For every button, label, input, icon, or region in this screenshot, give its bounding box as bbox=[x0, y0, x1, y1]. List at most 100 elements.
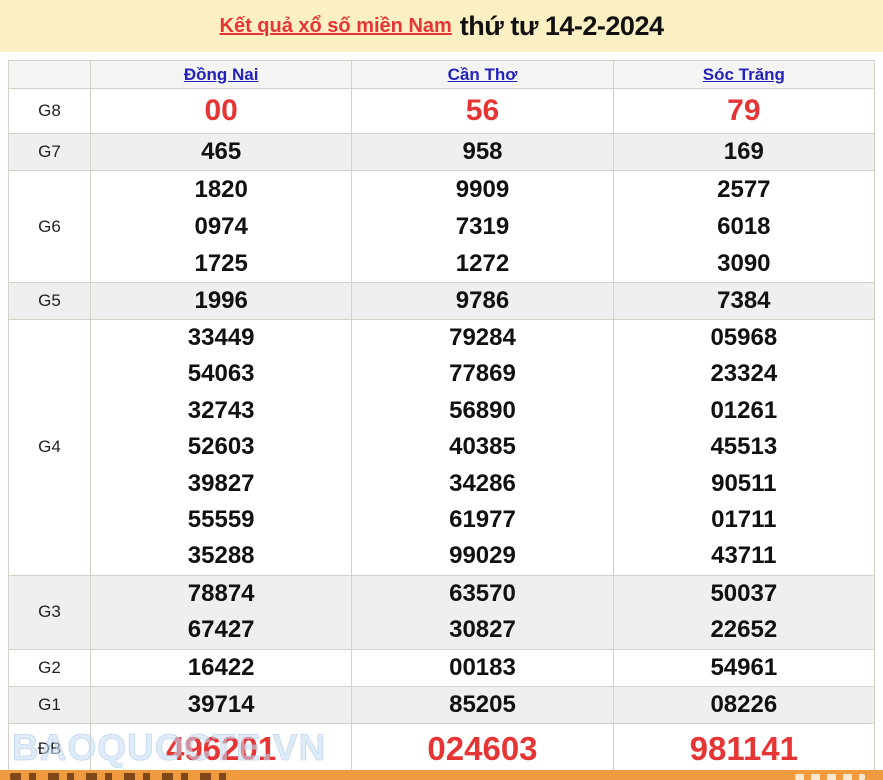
prize-number: 50037 bbox=[710, 579, 778, 607]
prize-number: 99029 bbox=[449, 542, 516, 570]
prize-number: 61977 bbox=[449, 506, 516, 534]
prize-number: 024603 bbox=[427, 729, 538, 767]
prize-number: 56890 bbox=[449, 396, 516, 424]
table-row-g7: G7 465 958 169 bbox=[8, 133, 876, 171]
prize-cell-g5-col2: 7384 bbox=[612, 282, 876, 320]
prize-number: 2577 bbox=[717, 176, 771, 203]
table-row-g5: G5 1996 9786 7384 bbox=[8, 282, 876, 320]
prize-cell-g5-col0: 1996 bbox=[89, 282, 353, 320]
results-table: Đồng Nai Cần Thơ Sóc Trăng G8 00 56 79 G7 465 95… bbox=[8, 60, 876, 775]
prize-number: 43711 bbox=[711, 542, 777, 570]
prize-number: 05968 bbox=[710, 324, 778, 351]
prize-number: 496201 bbox=[166, 729, 277, 767]
prize-number: 9786 bbox=[455, 287, 510, 314]
prize-cell-g5-col1: 9786 bbox=[351, 282, 614, 320]
prize-label-db: ĐB bbox=[8, 722, 91, 775]
prize-label-g6: G6 bbox=[8, 170, 91, 283]
footer-partial-text-dark bbox=[10, 773, 235, 780]
prize-number: 79284 bbox=[449, 324, 516, 351]
prize-number: 39827 bbox=[187, 469, 255, 497]
prize-label-g4: G4 bbox=[8, 319, 91, 576]
prize-number: 90511 bbox=[711, 469, 777, 497]
table-row-g4: G4 33449 54063 32743 52603 39827 55559 35288 792… bbox=[8, 319, 876, 576]
prize-cell-g8-col2: 79 bbox=[612, 88, 876, 134]
prize-number: 54063 bbox=[187, 360, 255, 388]
prize-number: 22652 bbox=[710, 616, 778, 644]
prize-label-g3: G3 bbox=[8, 574, 91, 650]
prize-cell-g6-col0: 1820 0974 1725 bbox=[89, 170, 353, 283]
prize-cell-g2-col0: 16422 bbox=[89, 648, 353, 687]
prize-number: 169 bbox=[723, 138, 764, 165]
prize-number: 1820 bbox=[194, 176, 248, 203]
prize-number: 1272 bbox=[455, 250, 510, 277]
prize-label-g8: G8 bbox=[8, 88, 91, 134]
prize-cell-g1-col1: 85205 bbox=[351, 685, 614, 724]
province-link-1[interactable]: Cần Thơ bbox=[447, 64, 518, 84]
prize-number: 30827 bbox=[449, 616, 516, 644]
province-link-0[interactable]: Đồng Nai bbox=[183, 64, 259, 84]
prize-number: 45513 bbox=[710, 433, 778, 461]
table-row-db: ĐB 496201 024603 981141 bbox=[8, 722, 876, 775]
prize-number: 01261 bbox=[710, 396, 778, 424]
prize-label-g2: G2 bbox=[8, 648, 91, 687]
table-row-g1: G1 39714 85205 08226 bbox=[8, 685, 876, 724]
prize-number: 55559 bbox=[187, 506, 255, 534]
prize-number: 00 bbox=[204, 94, 238, 127]
title-bar: Kết quả xổ số miền Nam thứ tư 14-2-2024 bbox=[0, 0, 883, 52]
prize-number: 67427 bbox=[187, 616, 255, 644]
prize-number: 23324 bbox=[710, 360, 778, 388]
prize-cell-g3-col2: 50037 22652 bbox=[612, 574, 876, 650]
prize-number: 79 bbox=[727, 94, 761, 127]
prize-number: 16422 bbox=[187, 653, 255, 681]
table-row-g3: G3 78874 67427 63570 30827 50037 22652 bbox=[8, 574, 876, 650]
prize-number: 981141 bbox=[689, 729, 798, 767]
footer-bar-clipped bbox=[0, 770, 883, 780]
prize-cell-g4-col2: 05968 23324 01261 45513 90511 01711 43711 bbox=[612, 319, 876, 576]
prize-number: 7319 bbox=[455, 213, 510, 240]
prize-cell-g3-col0: 78874 67427 bbox=[89, 574, 353, 650]
prize-number: 40385 bbox=[449, 433, 516, 461]
prize-number: 52603 bbox=[187, 433, 255, 461]
prize-cell-g7-col2: 169 bbox=[612, 133, 876, 171]
province-header-row: Đồng Nai Cần Thơ Sóc Trăng bbox=[8, 60, 876, 89]
province-header-cell: Sóc Trăng bbox=[612, 60, 876, 89]
table-row-g6: G6 1820 0974 1725 9909 7319 1272 2577 6018 3090 bbox=[8, 170, 876, 283]
prize-number: 63570 bbox=[449, 579, 516, 607]
table-row-g2: G2 16422 00183 54961 bbox=[8, 648, 876, 687]
prize-cell-g1-col2: 08226 bbox=[612, 685, 876, 724]
prize-number: 01711 bbox=[711, 506, 777, 534]
prize-number: 39714 bbox=[187, 690, 255, 718]
prize-number: 1996 bbox=[194, 287, 248, 314]
table-row-g8: G8 00 56 79 bbox=[8, 88, 876, 134]
prize-number: 32743 bbox=[187, 396, 255, 424]
province-link-2[interactable]: Sóc Trăng bbox=[702, 64, 785, 84]
prize-cell-g3-col1: 63570 30827 bbox=[351, 574, 614, 650]
results-table-header: Đồng Nai Cần Thơ Sóc Trăng bbox=[8, 60, 876, 89]
prize-number: 1725 bbox=[194, 250, 248, 277]
prize-number: 35288 bbox=[187, 542, 255, 570]
prize-cell-g1-col0: 39714 bbox=[89, 685, 353, 724]
prize-cell-g2-col1: 00183 bbox=[351, 648, 614, 687]
prize-cell-g7-col1: 958 bbox=[351, 133, 614, 171]
prize-number: 0974 bbox=[194, 213, 248, 240]
title-link-ket-qua-xo-so-mien-nam[interactable]: Kết quả xổ số miền Nam bbox=[219, 14, 452, 37]
prize-number: 9909 bbox=[455, 176, 510, 203]
prize-number: 08226 bbox=[710, 690, 778, 718]
prize-number: 78874 bbox=[187, 579, 255, 607]
prize-number: 958 bbox=[462, 138, 503, 165]
prize-number: 56 bbox=[465, 94, 500, 127]
prize-cell-db-col0: 496201 bbox=[89, 722, 353, 775]
prize-number: 85205 bbox=[449, 690, 516, 718]
prize-number: 34286 bbox=[449, 469, 516, 497]
prize-cell-g4-col1: 79284 77869 56890 40385 34286 61977 99029 bbox=[351, 319, 614, 576]
prize-number: 7384 bbox=[717, 287, 771, 314]
corner-cell bbox=[8, 60, 91, 89]
prize-label-g5: G5 bbox=[8, 282, 91, 320]
prize-number: 465 bbox=[201, 138, 242, 165]
prize-number: 00183 bbox=[449, 653, 516, 681]
prize-label-g1: G1 bbox=[8, 685, 91, 724]
footer-partial-text-light bbox=[795, 774, 865, 780]
prize-label-g7: G7 bbox=[8, 133, 91, 171]
prize-cell-g6-col2: 2577 6018 3090 bbox=[612, 170, 876, 283]
prize-number: 3090 bbox=[717, 250, 771, 277]
